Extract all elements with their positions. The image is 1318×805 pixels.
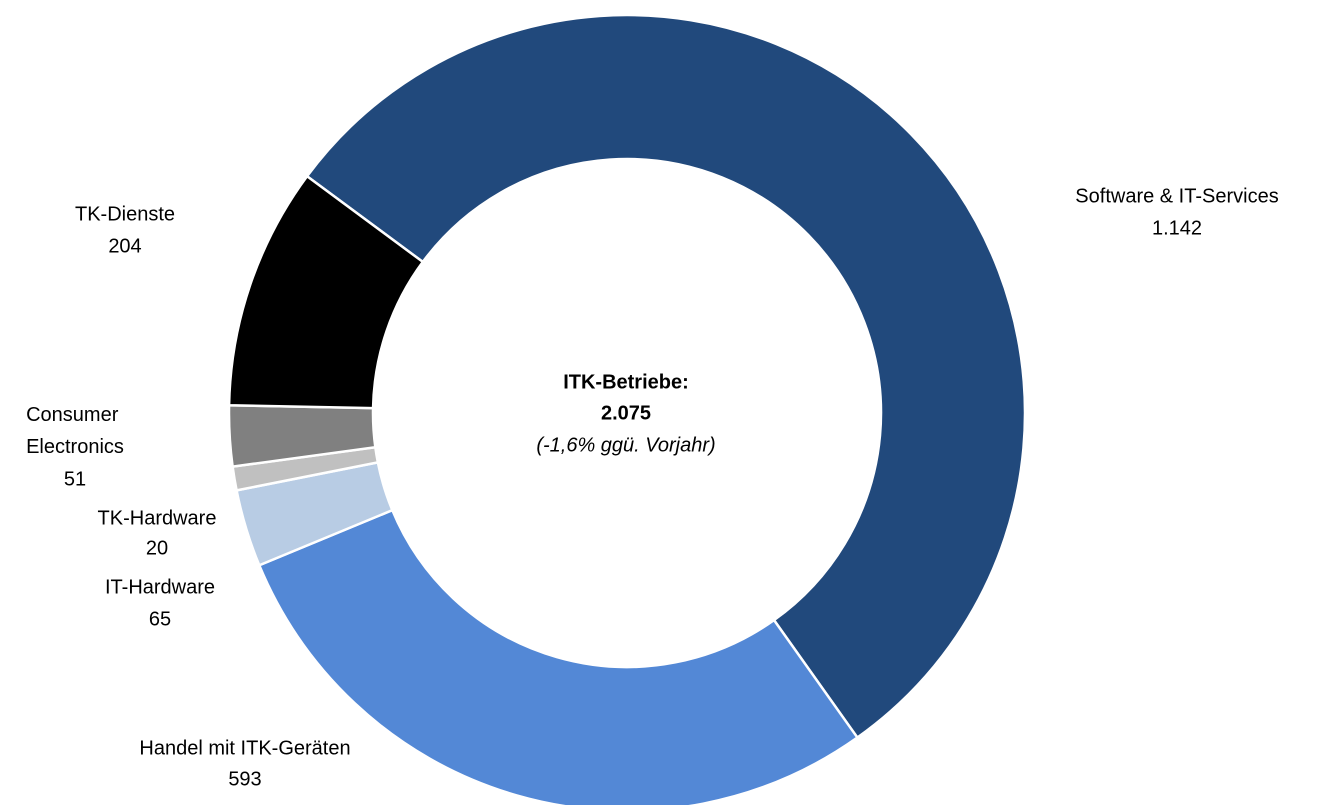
- center-total: 2.075: [601, 402, 651, 424]
- center-title: ITK-Betriebe:: [563, 371, 689, 393]
- slice-label: IT-Hardware: [105, 576, 215, 598]
- slice-label: TK-Hardware: [98, 507, 217, 529]
- value-label: 20: [146, 537, 168, 559]
- center-note: (-1,6% ggü. Vorjahr): [536, 434, 715, 456]
- value-label: 1.142: [1152, 217, 1202, 239]
- value-label: 204: [108, 235, 141, 257]
- slice-label: TK-Dienste: [75, 203, 175, 225]
- slice: [305, 13, 1027, 740]
- value-label: 593: [228, 768, 261, 790]
- slice-label: Software & IT-Services: [1075, 185, 1278, 207]
- slice-label: Consumer Electronics: [26, 404, 124, 458]
- slice: [227, 174, 425, 410]
- slice: [257, 508, 860, 805]
- value-label: 51: [64, 468, 86, 490]
- donut: [227, 13, 1027, 805]
- slice-label: Handel mit ITK-Geräten: [139, 737, 350, 759]
- value-label: 65: [149, 608, 171, 630]
